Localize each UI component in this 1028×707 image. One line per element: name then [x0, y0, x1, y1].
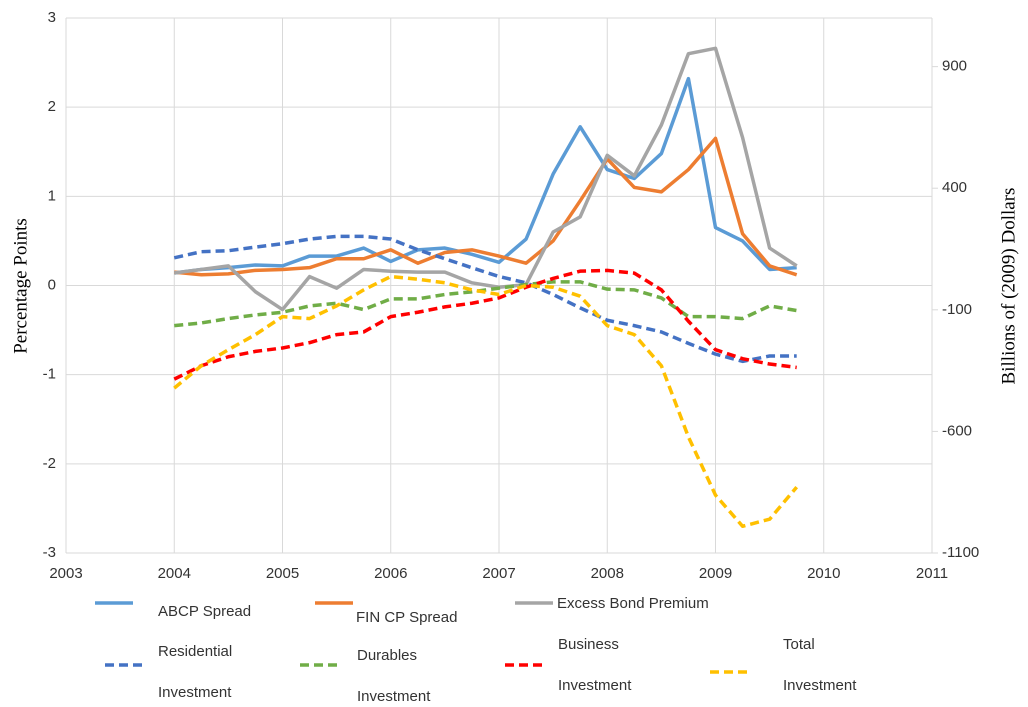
- y-tick-label: -2: [43, 455, 56, 472]
- y2-tick-label: 900: [942, 58, 967, 75]
- legend-label: Residential Investment: [158, 643, 232, 701]
- legend-label-line: Investment: [158, 684, 232, 701]
- series-line: [173, 234, 797, 364]
- y2-tick-label: -1100: [942, 544, 979, 561]
- x-tick-label: 2005: [266, 565, 299, 582]
- y-tick-label: 1: [48, 187, 56, 204]
- series-line: [173, 268, 797, 381]
- y-tick-label: 3: [48, 9, 56, 26]
- legend-label-line: Investment: [357, 688, 431, 705]
- legend-label: FIN CP Spread: [356, 609, 457, 626]
- legend-label: Business Investment: [558, 636, 632, 694]
- y-axis-title: Percentage Points: [10, 218, 31, 354]
- x-tick-label: 2003: [49, 565, 82, 582]
- x-tick-label: 2010: [807, 565, 840, 582]
- y-tick-label: 0: [48, 276, 56, 293]
- legend-label: Durables Investment: [357, 647, 431, 705]
- legend-label-line: Total: [783, 636, 815, 653]
- x-tick-label: 2008: [591, 565, 624, 582]
- series-line: [174, 280, 797, 328]
- legend-label-line: Investment: [783, 677, 857, 694]
- x-tick-label: 2011: [916, 565, 948, 582]
- x-tick-label: 2006: [374, 565, 407, 582]
- legend-label-line: Investment: [558, 677, 632, 694]
- series-line: [174, 76, 797, 275]
- x-tick-label: 2007: [482, 565, 515, 582]
- legend-label: Excess Bond Premium: [557, 595, 709, 612]
- y-tick-label: -1: [43, 366, 56, 383]
- y-tick-label: -3: [43, 544, 56, 561]
- legend-label-line: Durables: [357, 647, 417, 664]
- series-line: [173, 274, 799, 528]
- series-line: [174, 46, 798, 312]
- x-tick-label: 2009: [699, 565, 732, 582]
- x-tick-label: 2004: [158, 565, 191, 582]
- y2-axis-title: Billions of (2009) Dollars: [998, 188, 1019, 385]
- y2-tick-label: -600: [942, 422, 972, 439]
- legend-label: ABCP Spread: [158, 603, 251, 620]
- y-tick-label: 2: [48, 98, 56, 115]
- y2-tick-label: 400: [942, 179, 967, 196]
- y2-tick-label: -100: [942, 301, 972, 318]
- legend-label-line: Business: [558, 636, 619, 653]
- legend-label: Total Investment: [783, 636, 857, 694]
- series-line: [174, 136, 798, 277]
- legend-label-line: Residential: [158, 643, 232, 660]
